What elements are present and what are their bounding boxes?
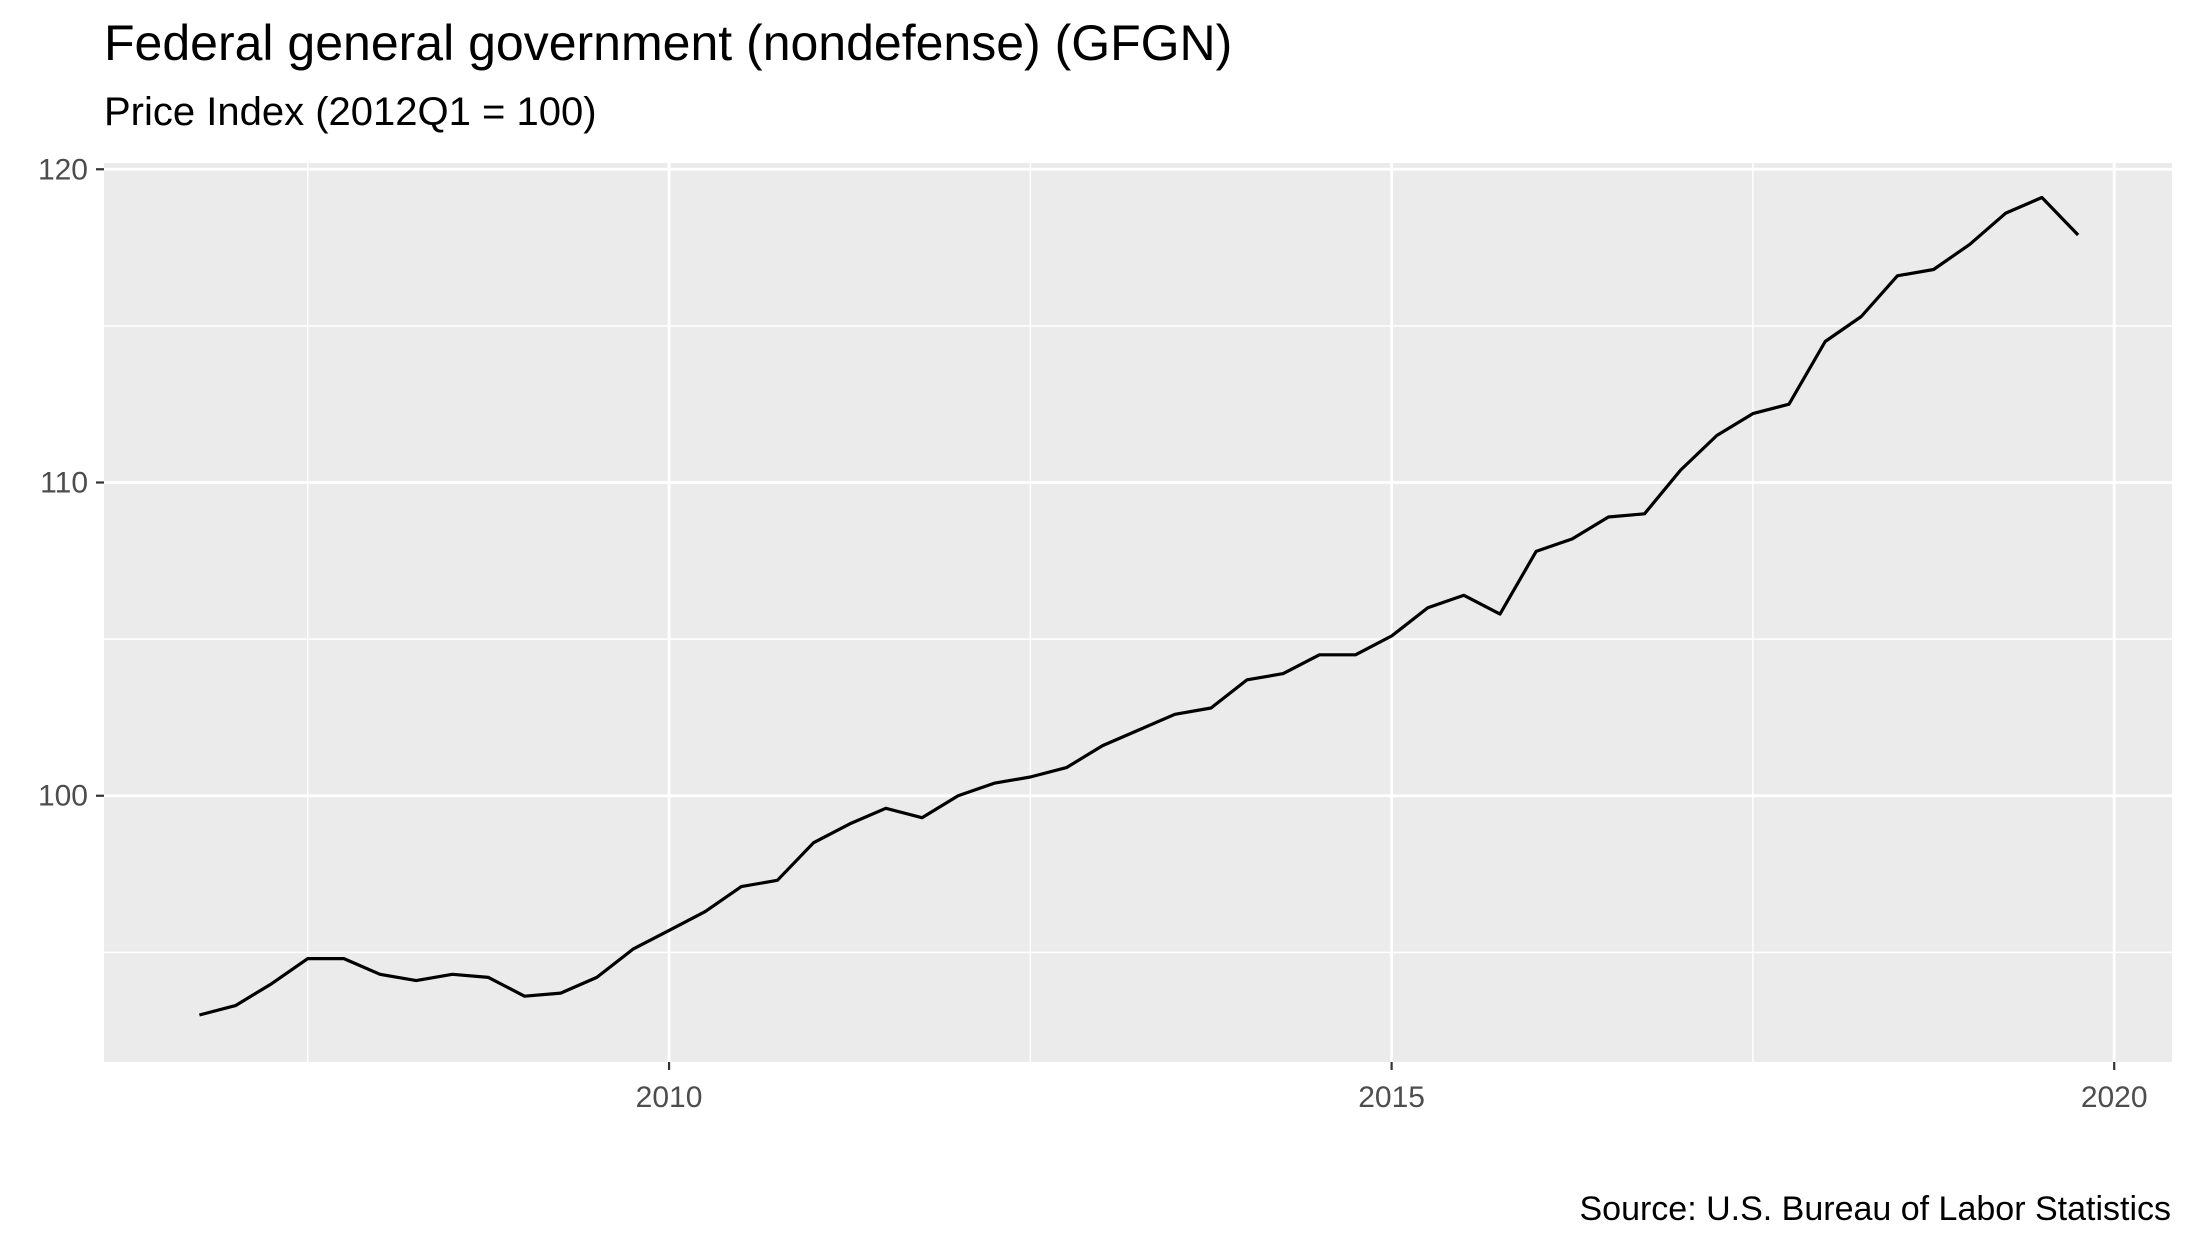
y-axis-tick-labels: 100 110 120 — [38, 153, 88, 812]
source-caption: Source: U.S. Bureau of Labor Statistics — [1579, 1190, 2171, 1228]
series-line — [198, 195, 2080, 1017]
y-tick-label: 100 — [38, 780, 88, 813]
x-tick-label: 2020 — [2081, 1081, 2148, 1114]
axis-ticks — [96, 168, 2116, 1070]
x-tick-label: 2015 — [1358, 1081, 1425, 1114]
major-gridlines — [104, 163, 2172, 1062]
plot-panel — [104, 163, 2172, 1062]
minor-gridlines — [104, 163, 2172, 1062]
chart-subtitle: Price Index (2012Q1 = 100) — [104, 90, 597, 134]
y-tick-label: 120 — [38, 153, 88, 186]
chart-title: Federal general government (nondefense) … — [104, 15, 1233, 71]
x-axis-tick-labels: 2010 2015 2020 — [636, 1081, 2148, 1114]
y-tick-label: 110 — [40, 467, 88, 500]
x-tick-label: 2010 — [636, 1081, 703, 1114]
